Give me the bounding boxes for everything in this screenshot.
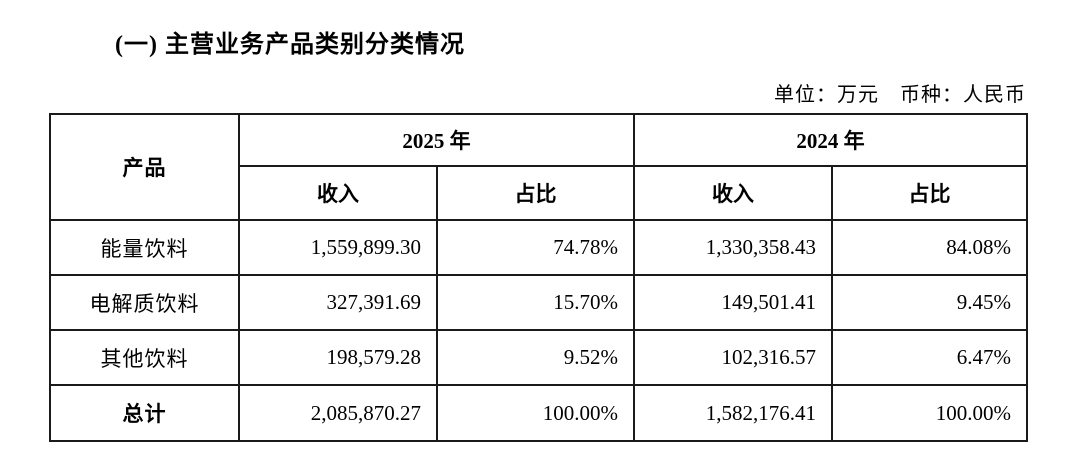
- cell-product: 电解质饮料: [49, 274, 240, 331]
- cell-income-2025: 1,559,899.30: [238, 219, 438, 276]
- table-header-year-row: 产品 2025 年 2024 年: [49, 113, 1028, 221]
- header-product: 产品: [49, 113, 240, 221]
- cell-share-2024: 9.45%: [831, 274, 1028, 331]
- cell-total-label: 总计: [49, 384, 240, 442]
- cell-income-2025: 198,579.28: [238, 329, 438, 386]
- cell-total-income-2025: 2,085,870.27: [238, 384, 438, 442]
- header-share-2024: 占比: [831, 165, 1028, 221]
- cell-share-2025: 9.52%: [436, 329, 635, 386]
- table-header-sub-row: 收入 占比 收入 占比: [50, 165, 1028, 221]
- header-year-2024: 2024 年: [633, 113, 1028, 167]
- table-row: 其他饮料 198,579.28 9.52% 102,316.57 6.47%: [49, 329, 1028, 386]
- cell-income-2024: 149,501.41: [633, 274, 833, 331]
- section-title: (一) 主营业务产品类别分类情况: [115, 32, 465, 58]
- unit-currency-note: 单位：万元 币种：人民币: [774, 84, 1026, 106]
- cell-share-2024: 84.08%: [831, 219, 1028, 276]
- table-row: 电解质饮料 327,391.69 15.70% 149,501.41 9.45%: [49, 274, 1028, 331]
- cell-income-2024: 1,330,358.43: [633, 219, 833, 276]
- cell-income-2024: 102,316.57: [633, 329, 833, 386]
- header-income-2025: 收入: [238, 165, 438, 221]
- cell-total-income-2024: 1,582,176.41: [633, 384, 833, 442]
- cell-product: 能量饮料: [49, 219, 240, 276]
- table-total-row: 总计 2,085,870.27 100.00% 1,582,176.41 100…: [49, 384, 1028, 442]
- cell-total-share-2024: 100.00%: [831, 384, 1028, 442]
- header-year-2025: 2025 年: [238, 113, 635, 167]
- product-category-table: 产品 2025 年 2024 年 收入 占比 收入 占比 能量饮料 1,559,…: [49, 113, 1028, 442]
- cell-share-2025: 74.78%: [436, 219, 635, 276]
- cell-income-2025: 327,391.69: [238, 274, 438, 331]
- cell-total-share-2025: 100.00%: [436, 384, 635, 442]
- table-row: 能量饮料 1,559,899.30 74.78% 1,330,358.43 84…: [49, 219, 1028, 276]
- header-income-2024: 收入: [633, 165, 833, 221]
- cell-product: 其他饮料: [49, 329, 240, 386]
- cell-share-2025: 15.70%: [436, 274, 635, 331]
- cell-share-2024: 6.47%: [831, 329, 1028, 386]
- header-share-2025: 占比: [436, 165, 635, 221]
